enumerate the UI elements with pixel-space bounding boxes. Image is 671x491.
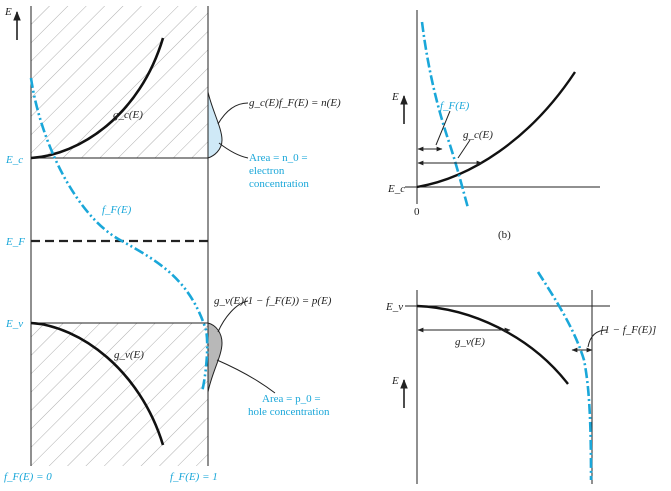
panel-b: E E_c 0 f_F(E) g_c(E) (b) xyxy=(387,10,600,241)
c-ff-curve xyxy=(536,271,593,481)
b-ff-curve xyxy=(420,21,470,209)
b-gc-leader xyxy=(457,139,471,159)
ec-label: E_c xyxy=(5,154,23,166)
n-expr-leader xyxy=(217,102,249,125)
ef-label: E_F xyxy=(5,236,25,248)
n-expr-text: g_c(E)f_F(E) = n(E) xyxy=(249,97,341,109)
b-zero-label: 0 xyxy=(414,206,420,218)
ff-one-label: f_F(E) = 1 xyxy=(170,471,218,483)
hole-distribution-area xyxy=(207,322,223,393)
b-ff-label: f_F(E) xyxy=(440,100,470,112)
valence-band-hatch xyxy=(31,323,208,466)
b-energy-axis-label: E xyxy=(391,91,399,103)
b-ff-leader xyxy=(435,110,451,146)
panel-a: E E_c E_F E_v g_c(E) g_v(E) f_F(E) g_c(E… xyxy=(4,6,341,483)
b-caption: (b) xyxy=(498,229,511,241)
fermi-function-curve xyxy=(29,77,209,393)
b-ec-label: E_c xyxy=(387,183,405,195)
electron-distribution-area xyxy=(207,91,223,159)
electron-area-leader xyxy=(218,142,249,159)
conduction-band-hatch xyxy=(31,6,208,158)
gv-curve-label: g_v(E) xyxy=(114,349,144,361)
p-expr-text: g_v(E)(1 − f_F(E)) = p(E) xyxy=(214,295,332,307)
c-annotation-leader xyxy=(587,329,608,348)
ff-zero-label: f_F(E) = 0 xyxy=(4,471,52,483)
c-energy-axis-label: E xyxy=(391,375,399,387)
p-expr-leader xyxy=(217,300,249,333)
electron-area-text: Area = n_0 = xyxy=(249,152,308,164)
c-gv-label: g_v(E) xyxy=(455,336,485,348)
ev-label: E_v xyxy=(5,318,23,330)
gc-curve xyxy=(30,37,165,160)
electron-area-text-3: concentration xyxy=(249,178,309,190)
c-gv-curve xyxy=(416,304,569,385)
hole-area-text-2: hole concentration xyxy=(248,406,330,418)
hole-area-text: Area = p_0 = xyxy=(262,393,321,405)
electron-area-text-2: electron xyxy=(249,165,285,177)
b-gc-label: g_c(E) xyxy=(463,129,493,141)
gv-curve xyxy=(30,321,165,446)
ff-curve-label: f_F(E) xyxy=(102,204,132,216)
c-ev-label: E_v xyxy=(385,301,403,313)
gc-curve-label: g_c(E) xyxy=(113,109,143,121)
c-annotation-text: [1 − f_F(E)] xyxy=(600,324,656,336)
energy-axis-label: E xyxy=(4,6,12,18)
panel-c: E_v E g_v(E) [1 − f_F(E)] xyxy=(385,271,656,484)
hole-area-leader xyxy=(216,359,276,394)
b-gc-curve xyxy=(416,71,577,189)
